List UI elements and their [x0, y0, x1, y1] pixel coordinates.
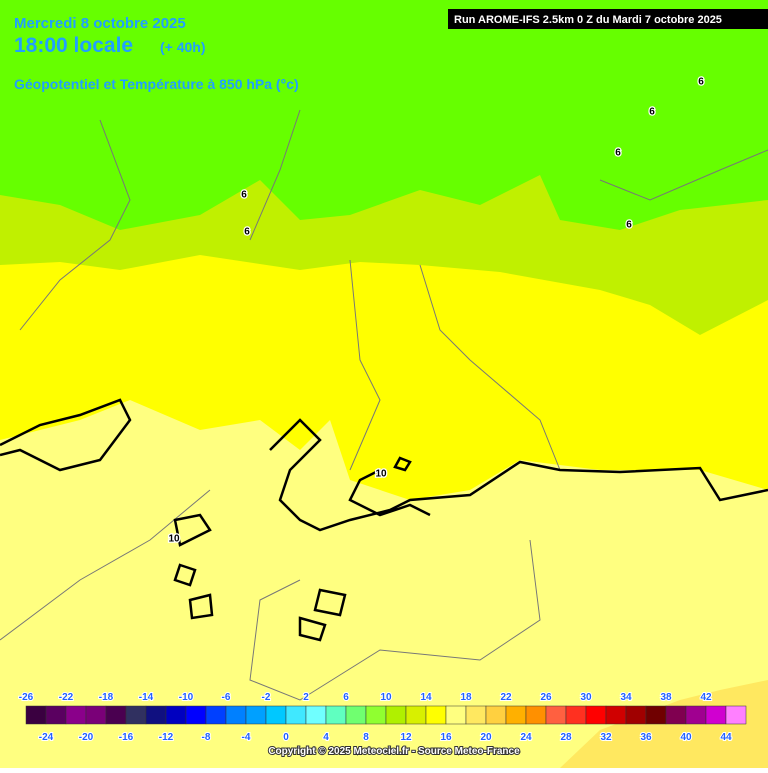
- color-swatch: [45, 705, 67, 725]
- colorbar-label: -12: [159, 732, 174, 743]
- contour-label: 10: [375, 469, 387, 480]
- colorbar: -26 -22 -18 -14 -10 -6 -2 2 6 10 14 18 22 26 30 34 38 42-…: [18, 691, 747, 744]
- color-swatch: [345, 705, 367, 725]
- colorbar-label: 18: [460, 692, 472, 703]
- contour-label: 6: [615, 148, 621, 159]
- contour-label: 6: [626, 220, 632, 231]
- colorbar-label: 6: [343, 692, 349, 703]
- color-swatch: [665, 705, 687, 725]
- colorbar-label: 22: [500, 692, 512, 703]
- run-box: [448, 9, 768, 29]
- colorbar-label: 34: [620, 692, 632, 703]
- color-swatch: [85, 705, 107, 725]
- colorbar-label: 14: [420, 692, 432, 703]
- color-swatch: [265, 705, 287, 725]
- color-swatch: [25, 705, 47, 725]
- contour-label: 6: [698, 77, 704, 88]
- colorbar-label: -24: [39, 732, 54, 743]
- color-swatch: [205, 705, 227, 725]
- color-swatch: [605, 705, 627, 725]
- isotherm-10: [0, 398, 768, 642]
- color-swatch: [505, 705, 527, 725]
- color-swatch: [105, 705, 127, 725]
- colorbar-label: 24: [520, 732, 532, 743]
- color-swatch: [385, 705, 407, 725]
- date: Mercredi 8 octobre 2025: [14, 15, 186, 32]
- color-swatch: [425, 705, 447, 725]
- green-zone: [0, 0, 768, 230]
- colorbar-label: -16: [119, 732, 134, 743]
- contour-label: 6: [244, 227, 250, 238]
- colorbar-label: -4: [242, 732, 251, 743]
- colorbar-label: 36: [640, 732, 652, 743]
- contour-label: 6: [241, 190, 247, 201]
- color-swatch: [685, 705, 707, 725]
- lead-time: (+ 40h): [160, 39, 206, 55]
- colorbar-label: 2: [303, 692, 309, 703]
- field-name: Géopotentiel et Température à 850 hPa (°…: [14, 76, 299, 92]
- colorbar-label: -6: [222, 692, 231, 703]
- borders: [0, 109, 768, 701]
- color-swatch: [565, 705, 587, 725]
- colorbar-label: 20: [480, 732, 492, 743]
- colorbar-label: 26: [540, 692, 552, 703]
- colorbar-label: -14: [139, 692, 154, 703]
- color-swatch: [545, 705, 567, 725]
- run-info: Run AROME-IFS 2.5km 0 Z du Mardi 7 octob…: [454, 14, 722, 26]
- contour-label: 10: [168, 534, 180, 545]
- colorbar-label: 28: [560, 732, 572, 743]
- color-swatch: [245, 705, 267, 725]
- color-swatch: [625, 705, 647, 725]
- colorbar-label: 4: [323, 732, 329, 743]
- colorbar-label: -8: [202, 732, 211, 743]
- colorbar-label: 8: [363, 732, 369, 743]
- color-swatch: [585, 705, 607, 725]
- colorbar-label: -10: [179, 692, 194, 703]
- color-swatch: [185, 705, 207, 725]
- color-swatch: [225, 705, 247, 725]
- color-swatch: [145, 705, 167, 725]
- colorbar-label: 30: [580, 692, 592, 703]
- color-swatch: [485, 705, 507, 725]
- color-swatch: [725, 705, 747, 725]
- contour-label: 6: [649, 107, 655, 118]
- time: 18:00 locale: [14, 34, 133, 57]
- color-swatch: [445, 705, 467, 725]
- color-swatch: [705, 705, 727, 725]
- colorbar-label: 10: [380, 692, 392, 703]
- copyright: Copyright © 2025 Meteociel.fr - Source M…: [268, 746, 520, 757]
- color-swatch: [465, 705, 487, 725]
- colorbar-label: -26: [19, 692, 34, 703]
- color-swatch: [165, 705, 187, 725]
- colorbar-label: -22: [59, 692, 74, 703]
- colorbar-label: 44: [720, 732, 732, 743]
- color-swatch: [325, 705, 347, 725]
- colorbar-label: 12: [400, 732, 412, 743]
- colorbar-label: -2: [262, 692, 271, 703]
- colorbar-label: 40: [680, 732, 692, 743]
- color-swatch: [125, 705, 147, 725]
- color-swatch: [305, 705, 327, 725]
- colorbar-label: -18: [99, 692, 114, 703]
- colorbar-label: -20: [79, 732, 94, 743]
- colorbar-label: 0: [283, 732, 289, 743]
- color-swatch: [525, 705, 547, 725]
- color-swatch: [405, 705, 427, 725]
- colorbar-label: 16: [440, 732, 452, 743]
- color-swatch: [365, 705, 387, 725]
- colorbar-label: 42: [700, 692, 712, 703]
- colorbar-label: 32: [600, 732, 612, 743]
- colorbar-label: 38: [660, 692, 672, 703]
- color-swatch: [65, 705, 87, 725]
- color-swatch: [285, 705, 307, 725]
- color-swatch: [645, 705, 667, 725]
